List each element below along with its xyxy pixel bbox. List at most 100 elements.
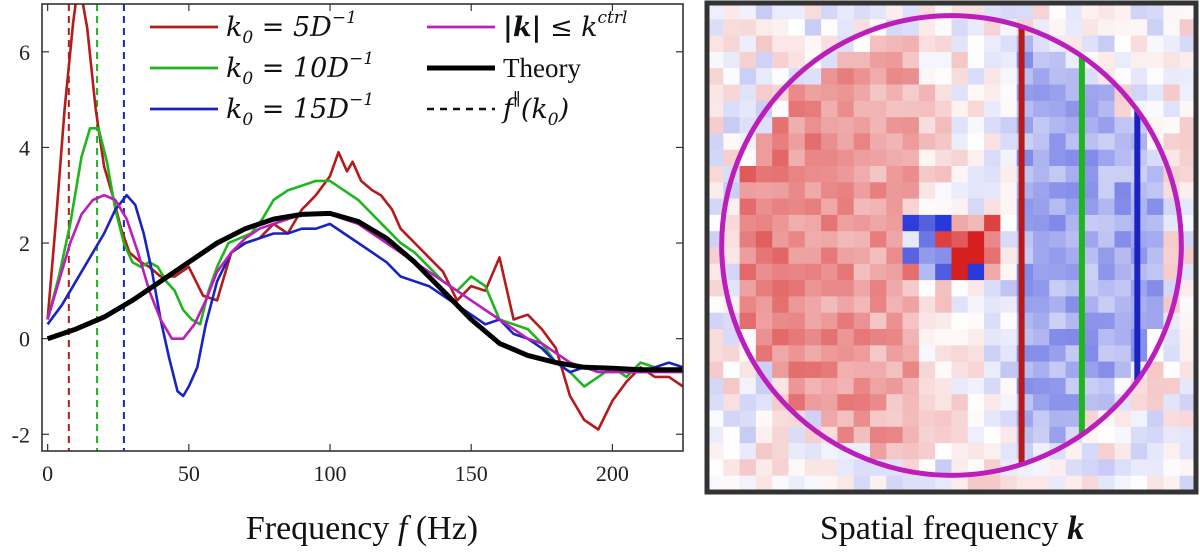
heatmap-cell xyxy=(853,3,871,20)
heatmap-cell xyxy=(951,312,969,330)
heatmap-cell xyxy=(886,231,904,249)
heatmap-cell xyxy=(935,19,953,37)
heatmap-cell xyxy=(1130,19,1148,37)
heatmap-cell xyxy=(886,3,904,20)
heatmap-cell xyxy=(951,100,969,118)
heatmap-cell xyxy=(1049,19,1067,37)
heatmap-cell xyxy=(967,280,985,297)
heatmap-cell xyxy=(755,329,773,346)
heatmap-cell xyxy=(1179,296,1197,314)
heatmap-cell xyxy=(935,133,953,151)
heatmap-cell xyxy=(1081,198,1099,216)
heatmap-cell xyxy=(918,19,936,37)
heatmap-cell xyxy=(723,459,741,477)
heatmap-cell xyxy=(902,35,920,53)
heatmap-cell xyxy=(886,198,904,216)
heatmap-cell xyxy=(821,296,838,314)
heatmap-cell xyxy=(902,182,920,200)
heatmap-cell xyxy=(1098,231,1116,249)
heatmap-cell xyxy=(1114,312,1132,330)
heatmap-cell xyxy=(755,426,773,444)
heatmap-cell xyxy=(1114,296,1132,314)
heatmap-cell xyxy=(1114,182,1132,200)
heatmap-cell xyxy=(935,475,953,493)
heatmap-cell xyxy=(951,84,969,102)
heatmap-cell xyxy=(1065,377,1083,395)
heatmap-cell xyxy=(935,329,953,346)
heatmap-cell xyxy=(853,68,871,86)
heatmap-cell xyxy=(707,312,724,330)
heatmap-cell xyxy=(935,296,953,314)
heatmap-cell xyxy=(1179,198,1197,216)
heatmap-cell xyxy=(1049,329,1067,346)
heatmap-cell xyxy=(1081,394,1099,412)
heatmap-cell xyxy=(723,84,741,102)
heatmap-cell xyxy=(1065,19,1083,37)
heatmap-cell xyxy=(1033,3,1050,20)
heatmap-cell xyxy=(1179,84,1197,102)
heatmap-cell xyxy=(723,475,741,493)
heatmap-cell xyxy=(821,117,838,134)
heatmap-cell xyxy=(1000,426,1018,444)
heatmap-cell xyxy=(967,329,985,346)
heatmap-cell xyxy=(918,231,936,249)
heatmap-cell xyxy=(1065,214,1083,232)
heatmap-cell xyxy=(1147,280,1164,297)
heatmap-cell xyxy=(951,426,969,444)
heatmap-cell xyxy=(1098,394,1116,412)
heatmap-cell xyxy=(772,51,790,69)
heatmap-cell xyxy=(1114,329,1132,346)
heatmap-cell xyxy=(967,426,985,444)
heatmap-cell xyxy=(984,19,1001,37)
heatmap-cell xyxy=(935,394,953,412)
heatmap-cell xyxy=(788,345,806,363)
heatmap-cell xyxy=(837,426,855,444)
heatmap-cell xyxy=(707,68,724,86)
heatmap-cell xyxy=(804,231,822,249)
heatmap-cell xyxy=(1033,166,1050,183)
heatmap-cell xyxy=(1179,475,1197,493)
heatmap-cell xyxy=(1000,182,1018,200)
heatmap-cell xyxy=(967,345,985,363)
heatmap-cell xyxy=(886,410,904,428)
heatmap-cell xyxy=(1049,410,1067,428)
heatmap-cell xyxy=(1049,263,1067,281)
heatmap-cell xyxy=(1000,410,1018,428)
heatmap-cell xyxy=(1130,394,1148,412)
heatmap-cell xyxy=(723,100,741,118)
heatmap-cell xyxy=(723,231,741,249)
heatmap-cell xyxy=(821,68,838,86)
heatmap-cell xyxy=(1000,149,1018,167)
heatmap-cell xyxy=(1147,35,1164,53)
heatmap-cell xyxy=(1065,296,1083,314)
heatmap-cell xyxy=(739,296,757,314)
heatmap-cell xyxy=(1081,68,1099,86)
heatmap-cell xyxy=(935,312,953,330)
heatmap-cell xyxy=(1114,361,1132,379)
heatmap-cell xyxy=(1049,296,1067,314)
heatmap-cell xyxy=(755,133,773,151)
heatmap-cell xyxy=(918,35,936,53)
heatmap-cell xyxy=(853,214,871,232)
frequency-plot: 0 50 100 150 200 -2 0 2 4 6 k0 = 5D−1k0 = 10D−1k… xyxy=(12,3,684,547)
heatmap-cell xyxy=(1147,410,1164,428)
heatmap-cell xyxy=(984,3,1001,20)
heatmap-cell xyxy=(967,198,985,216)
heatmap-cell xyxy=(918,312,936,330)
heatmap-cell xyxy=(918,377,936,395)
heatmap-cell xyxy=(853,100,871,118)
heatmap-cell xyxy=(886,296,904,314)
heatmap-cell xyxy=(707,133,724,151)
heatmap-cell xyxy=(951,149,969,167)
heatmap-cell xyxy=(902,166,920,183)
heatmap-cell xyxy=(1098,426,1116,444)
heatmap-cell xyxy=(1000,231,1018,249)
heatmap-cell xyxy=(1179,214,1197,232)
heatmap-cell xyxy=(1147,19,1164,37)
heatmap-cell xyxy=(788,133,806,151)
heatmap-cell xyxy=(886,214,904,232)
heatmap-cell xyxy=(1098,149,1116,167)
heatmap-cell xyxy=(1163,475,1181,493)
heatmap-cell xyxy=(853,182,871,200)
heatmap-cell xyxy=(1163,459,1181,477)
